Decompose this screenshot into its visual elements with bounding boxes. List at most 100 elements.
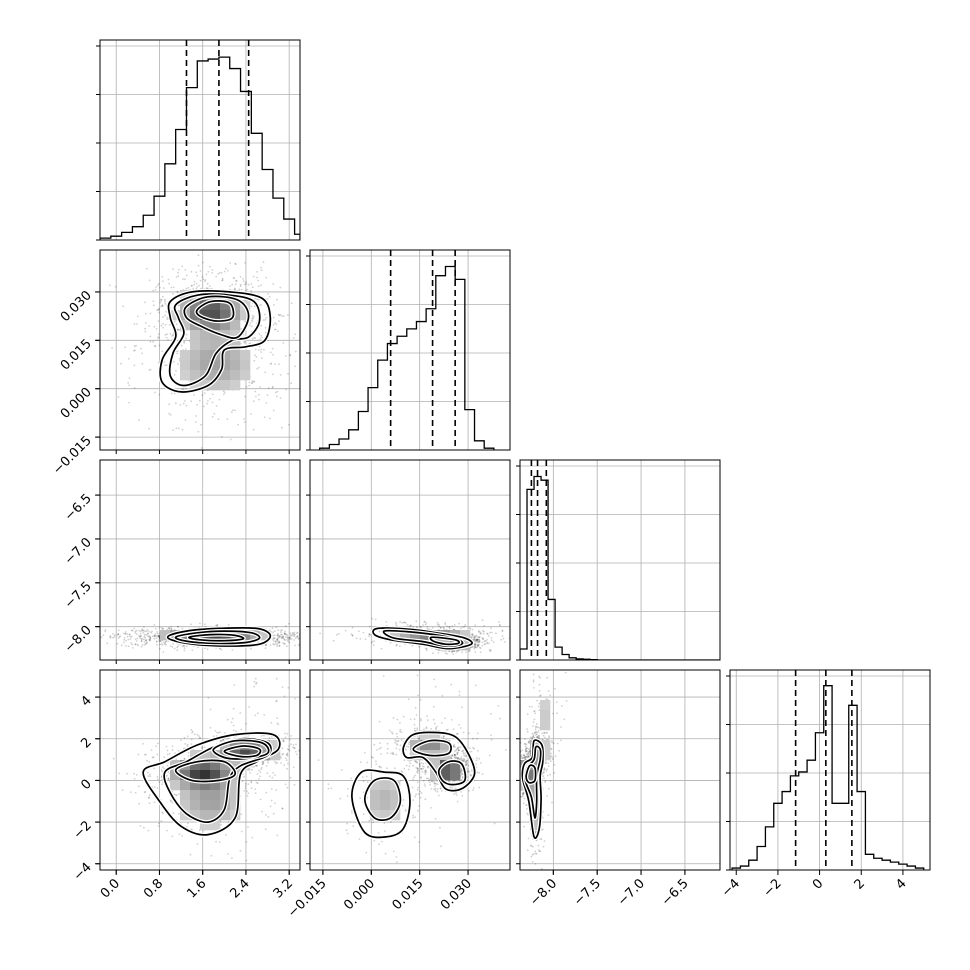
scatter-point [368, 625, 371, 628]
scatter-point [153, 624, 156, 626]
scatter-point [158, 307, 161, 310]
scatter-point [469, 628, 472, 630]
scatter-point [251, 836, 254, 839]
scatter-point [156, 632, 159, 635]
scatter-point [255, 395, 257, 398]
scatter-point [263, 416, 266, 419]
scatter-point [164, 334, 167, 336]
scatter-point [242, 280, 245, 282]
scatter-point [178, 358, 181, 360]
scatter-point [301, 647, 303, 649]
scatter-point [295, 750, 297, 753]
scatter-point [200, 423, 202, 426]
scatter-point [176, 625, 179, 628]
scatter-point [207, 271, 210, 273]
scatter-point [186, 735, 189, 738]
scatter-point [257, 712, 259, 715]
scatter-point [239, 712, 242, 714]
scatter-point [259, 771, 262, 774]
scatter-point [240, 728, 243, 731]
scatter-point [408, 765, 411, 768]
scatter-point [157, 333, 160, 335]
contour-line [429, 636, 461, 646]
scatter-point [121, 789, 124, 792]
scatter-point [499, 623, 501, 626]
scatter-point [274, 640, 277, 643]
scatter-point [164, 641, 167, 643]
scatter-point [166, 753, 169, 756]
scatter-point [289, 636, 291, 639]
scatter-point [214, 875, 216, 877]
scatter-point [134, 349, 136, 352]
density-cell [240, 370, 251, 381]
scatter-point [241, 780, 244, 783]
scatter-point [482, 632, 485, 635]
scatter-point [289, 776, 292, 779]
density-cell [210, 340, 221, 351]
scatter-point [109, 636, 111, 638]
scatter-point [137, 785, 140, 788]
scatter-point [140, 638, 143, 641]
scatter-point [156, 753, 159, 756]
scatter-point [134, 792, 137, 794]
scatter-point [133, 387, 136, 389]
scatter-point [126, 633, 129, 635]
scatter-point [254, 792, 257, 794]
scatter-point [128, 634, 131, 636]
scatter-point [250, 325, 253, 328]
scatter-point [95, 642, 97, 644]
scatter-point [451, 651, 454, 653]
scatter-point [162, 287, 165, 289]
density-cell [220, 750, 231, 761]
scatter-point [161, 305, 164, 307]
scatter-point [148, 639, 151, 642]
scatter-point [503, 641, 506, 643]
scatter-point [282, 752, 285, 755]
scatter-point [141, 352, 144, 355]
scatter-point [358, 630, 360, 632]
scatter-point [286, 767, 289, 770]
scatter-point [359, 637, 362, 640]
scatter-point [476, 643, 479, 646]
scatter-point [149, 340, 152, 343]
scatter-point [368, 635, 370, 637]
density-cell [210, 300, 221, 311]
scatter-point [495, 632, 497, 635]
scatter-point [159, 298, 162, 301]
scatter-point [301, 626, 303, 628]
scatter-point [239, 849, 242, 852]
scatter-point [118, 636, 121, 638]
scatter-point [128, 377, 131, 380]
scatter-point [451, 650, 454, 653]
scatter-point [210, 854, 213, 857]
scatter-point [207, 696, 210, 699]
scatter-point [402, 799, 405, 801]
scatter-point [127, 638, 130, 641]
scatter-point [368, 633, 371, 635]
scatter-point [436, 624, 439, 626]
scatter-point [468, 650, 470, 653]
scatter-point [274, 774, 276, 776]
scatter-point [362, 631, 365, 634]
scatter-point [172, 812, 175, 815]
scatter-point [143, 826, 145, 829]
density-cell [240, 350, 251, 361]
scatter-point [135, 629, 138, 632]
scatter-point [275, 323, 278, 326]
scatter-point [143, 633, 146, 636]
scatter-point [190, 623, 192, 626]
scatter-point [248, 706, 251, 708]
scatter-point [183, 645, 185, 648]
scatter-point [458, 622, 460, 625]
scatter-point [290, 637, 293, 640]
scatter-point [442, 626, 445, 629]
scatter-point [154, 633, 157, 635]
scatter-point [477, 644, 480, 647]
contour-line [195, 300, 235, 322]
contour-line [168, 293, 261, 387]
scatter-point [260, 766, 263, 769]
scatter-point [252, 315, 255, 318]
scatter-point [415, 793, 417, 796]
density-cell [220, 350, 231, 361]
contour-line [188, 633, 245, 642]
